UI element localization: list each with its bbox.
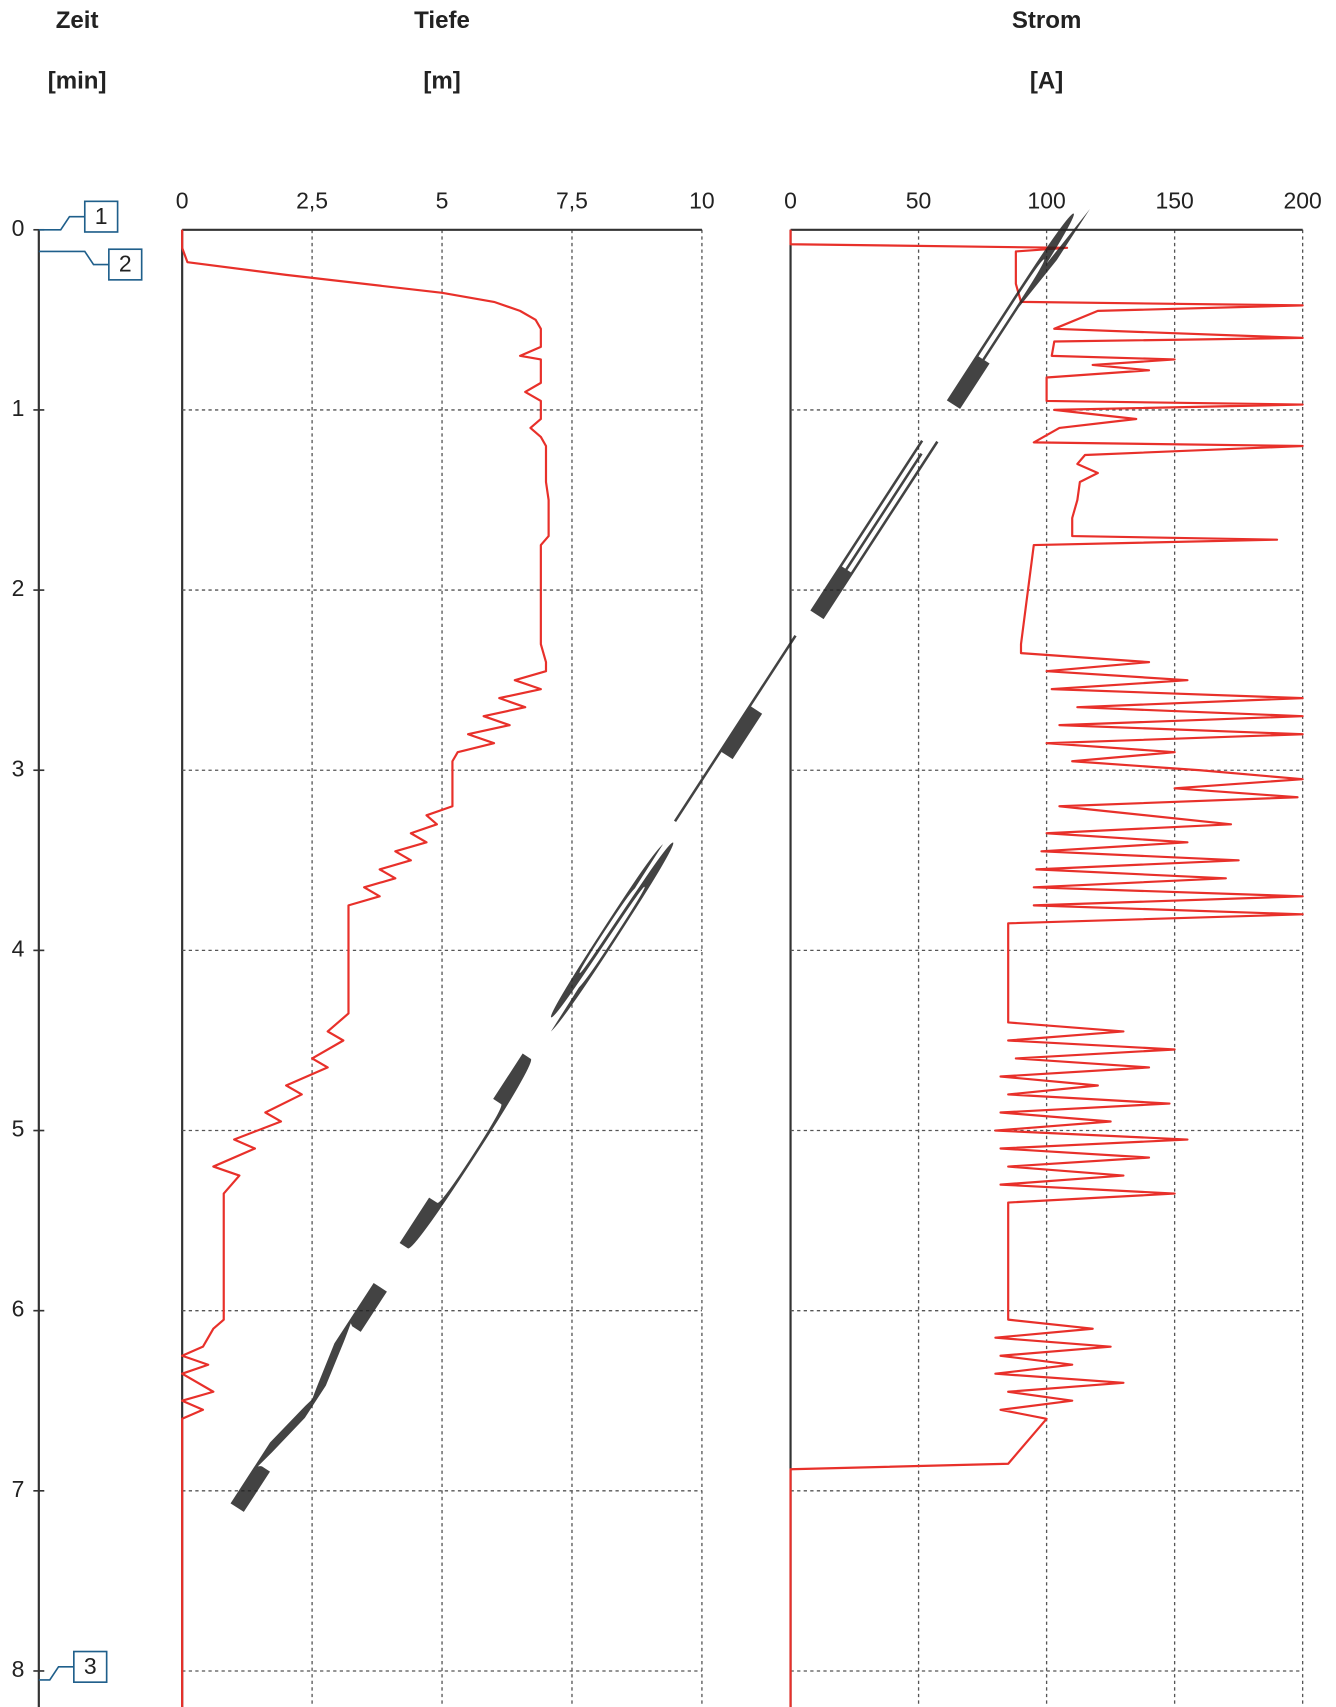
watermark: MUSTER [212,185,1102,1535]
marker-box [73,1650,108,1683]
time-tick-label: 7 [12,1476,25,1502]
marker-leader [38,250,109,266]
time-tick-label: 2 [12,575,25,601]
marker-label: 3 [84,1653,97,1679]
data-line [181,229,550,1707]
panel-title: Tiefe [414,7,470,34]
time-tick-label: 6 [12,1296,25,1322]
marker-leader [38,1666,74,1681]
value-tick-label: 2,5 [296,187,328,213]
value-tick-label: 150 [1155,187,1193,213]
value-tick-label: 10 [689,187,715,213]
value-tick-label: 50 [906,187,932,213]
marker-label: 2 [119,251,132,277]
time-tick-label: 8 [12,1656,25,1682]
time-tick-label: 1 [12,395,25,421]
value-tick-label: 200 [1283,187,1321,213]
panel-unit: [m] [423,67,460,94]
value-tick-label: 5 [436,187,449,213]
panel-title: Strom [1012,7,1082,34]
marker-leader [38,215,85,231]
marker-box [83,200,119,233]
time-tick-label: 4 [12,935,25,961]
time-tick-label: 0 [12,215,25,241]
value-tick-label: 0 [176,187,189,213]
time-axis-title: Zeit [56,7,99,34]
marker-box [108,248,143,281]
value-tick-label: 0 [784,187,797,213]
time-tick-label: 3 [12,755,25,781]
time-tick-label: 5 [12,1116,25,1142]
data-line [789,229,1304,1707]
panel-unit: [A] [1030,67,1063,94]
time-axis-unit: [min] [48,67,107,94]
value-tick-label: 7,5 [556,187,588,213]
marker-label: 1 [95,203,108,229]
value-tick-label: 100 [1027,187,1065,213]
